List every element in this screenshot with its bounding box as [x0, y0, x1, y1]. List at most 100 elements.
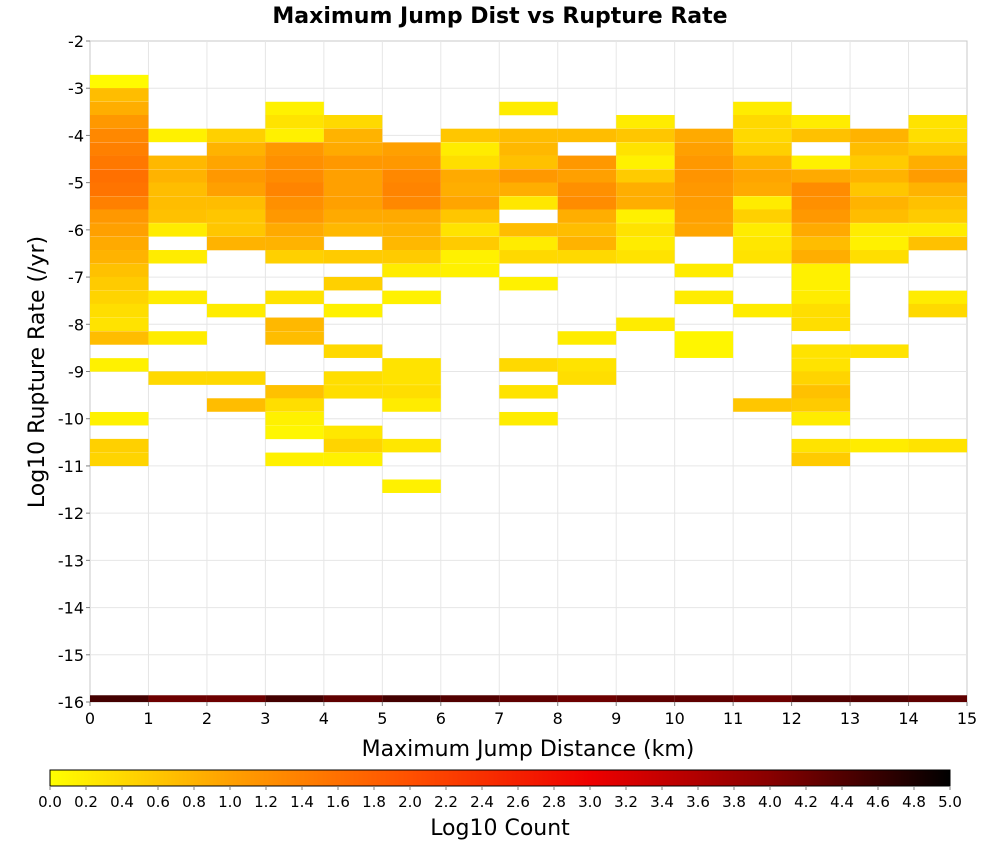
heatmap-cell: [440, 236, 500, 251]
heatmap-cell: [499, 182, 558, 196]
heatmap-cell: [733, 128, 792, 143]
heatmap-cell: [382, 263, 441, 278]
heatmap-cell: [616, 196, 675, 210]
heatmap-cell: [791, 182, 851, 196]
heatmap-cell: [557, 695, 617, 702]
heatmap-cell: [206, 128, 266, 143]
colorbar-tick-label: 3.6: [686, 793, 710, 811]
heatmap-cell: [148, 695, 207, 702]
heatmap-cell: [791, 398, 851, 412]
heatmap-cell: [206, 155, 266, 170]
heatmap-cell: [791, 317, 851, 332]
heatmap-cell: [616, 236, 675, 251]
heatmap-cell: [499, 196, 558, 210]
heatmap-cell: [265, 398, 324, 412]
heatmap-cell: [323, 438, 383, 453]
heatmap-cell: [90, 209, 149, 223]
heatmap-cell: [557, 236, 617, 251]
x-axis-ticks: 0 1 2 3 4 5 6 7 8 9 10 11 12 13 14 15: [85, 702, 977, 728]
heatmap-cell: [90, 223, 149, 237]
y-tick-label: -6: [68, 221, 84, 240]
heatmap-cell: [148, 209, 207, 223]
heatmap-cell: [850, 155, 909, 170]
heatmap-cell: [908, 438, 967, 453]
heatmap-cell: [323, 250, 383, 264]
heatmap-cell: [850, 223, 909, 237]
heatmap-cell: [206, 196, 266, 210]
heatmap-cell: [733, 236, 792, 251]
x-tick-label: 12: [781, 709, 801, 728]
heatmap-cell: [499, 250, 558, 264]
heatmap-cell: [850, 128, 909, 143]
heatmap-cell: [616, 317, 675, 332]
heatmap-cell: [90, 236, 149, 251]
heatmap-cell: [90, 250, 149, 264]
heatmap-cell: [148, 169, 207, 183]
heatmap-cell: [791, 452, 851, 467]
heatmap-cell: [850, 182, 909, 196]
heatmap-cell: [440, 263, 500, 278]
heatmap-cell: [323, 276, 383, 291]
heatmap-cell: [90, 695, 149, 702]
heatmap-cell: [557, 182, 617, 196]
heatmap-cell: [733, 155, 792, 170]
heatmap-cell: [733, 182, 792, 196]
heatmap-cell: [90, 276, 149, 291]
colorbar-tick-label: 5.0: [938, 793, 962, 811]
heatmap-cell: [265, 452, 324, 467]
colorbar-ticks: 0.0 0.2 0.4 0.6 0.8 1.0 1.2 1.4 1.6 1.8 2.0 2.2 2.4 2…: [38, 786, 962, 811]
heatmap-cell: [557, 358, 617, 372]
heatmap-cell: [791, 276, 851, 291]
colorbar-tick-label: 1.2: [254, 793, 278, 811]
heatmap-cell: [791, 223, 851, 237]
heatmap-cell: [265, 128, 324, 143]
heatmap-cell: [616, 223, 675, 237]
heatmap-cell: [206, 182, 266, 196]
heatmap-cell: [90, 101, 149, 116]
heatmap-cell: [206, 169, 266, 183]
heatmap-cell: [908, 128, 967, 143]
heatmap-cell: [440, 209, 500, 223]
heatmap-cell: [791, 411, 851, 426]
colorbar-tick-label: 1.6: [326, 793, 350, 811]
heatmap-cell: [674, 223, 734, 237]
heatmap-cell: [206, 398, 266, 412]
heatmap-cell: [616, 128, 675, 143]
heatmap-cell: [557, 196, 617, 210]
heatmap-cell: [382, 169, 441, 183]
colorbar-label: Log10 Count: [430, 816, 570, 841]
heatmap-cell: [850, 344, 909, 358]
heatmap-cell: [674, 695, 734, 702]
y-tick-label: -11: [58, 457, 84, 476]
heatmap-cell: [90, 331, 149, 345]
y-tick-label: -4: [68, 126, 84, 145]
heatmap-cell: [791, 263, 851, 278]
heatmap-cell: [382, 182, 441, 196]
heatmap-cell: [499, 236, 558, 251]
heatmap-cell: [616, 695, 675, 702]
heatmap-cell: [265, 317, 324, 332]
heatmap-cell: [733, 114, 792, 129]
heatmap-cell: [791, 236, 851, 251]
heatmap-cell: [382, 142, 441, 156]
heatmap-cell: [90, 114, 149, 129]
heatmap-cell: [850, 196, 909, 210]
heatmap-cell: [148, 371, 207, 385]
heatmap-cell: [908, 209, 967, 223]
heatmap-cell: [557, 169, 617, 183]
x-tick-label: 14: [898, 709, 918, 728]
heatmap-cell: [265, 695, 324, 702]
y-tick-label: -3: [68, 79, 84, 98]
heatmap-cell: [440, 196, 500, 210]
heatmap-cell: [733, 209, 792, 223]
heatmap-cell: [265, 223, 324, 237]
heatmap-cell: [674, 209, 734, 223]
heatmap-cell: [90, 169, 149, 183]
heatmap-cell: [908, 695, 967, 702]
colorbar-tick-label: 3.8: [722, 793, 746, 811]
x-tick-label: 15: [957, 709, 977, 728]
heatmap-cell: [323, 695, 383, 702]
y-axis-label: Log10 Rupture Rate (/yr): [25, 236, 50, 508]
heatmap-cell: [791, 358, 851, 372]
heatmap-cell: [440, 155, 500, 170]
